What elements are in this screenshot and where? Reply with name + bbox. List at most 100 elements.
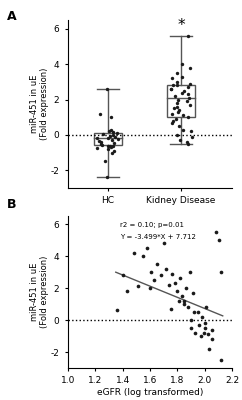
Point — [170, 119, 174, 126]
Point — [110, 150, 114, 156]
Bar — [94, 133, 122, 145]
Point — [96, 145, 99, 152]
Point — [169, 86, 173, 92]
Point — [203, 320, 207, 326]
Point — [132, 250, 136, 256]
Point — [189, 128, 193, 135]
Point — [186, 33, 190, 39]
Point — [203, 325, 207, 331]
Point — [181, 126, 185, 133]
Point — [173, 93, 176, 99]
Point — [113, 134, 117, 140]
Point — [101, 131, 105, 137]
Point — [95, 135, 99, 142]
Point — [217, 237, 220, 243]
Point — [207, 346, 211, 352]
Point — [112, 143, 115, 150]
Point — [186, 91, 190, 98]
Point — [99, 140, 103, 147]
Text: Y = -3.499*X + 7.712: Y = -3.499*X + 7.712 — [120, 234, 196, 240]
Point — [175, 79, 179, 85]
Point — [180, 73, 184, 80]
Point — [152, 277, 156, 283]
Point — [109, 114, 113, 120]
Point — [196, 309, 200, 315]
Point — [188, 80, 192, 87]
Text: r2 = 0.10; p=0.01: r2 = 0.10; p=0.01 — [120, 222, 184, 228]
Point — [172, 118, 175, 124]
Point — [109, 126, 113, 133]
Point — [175, 100, 179, 106]
Point — [100, 142, 104, 148]
Point — [105, 174, 108, 180]
Point — [108, 133, 112, 139]
Point — [186, 84, 190, 90]
Point — [108, 142, 112, 149]
Point — [192, 309, 196, 315]
Point — [185, 139, 189, 145]
Point — [202, 330, 205, 336]
Point — [177, 123, 181, 129]
Point — [176, 109, 180, 115]
Point — [180, 293, 183, 299]
Point — [173, 280, 177, 286]
Point — [178, 137, 182, 144]
Point — [110, 137, 114, 144]
Point — [141, 253, 145, 259]
Point — [169, 306, 173, 312]
Text: A: A — [7, 10, 17, 23]
Point — [112, 148, 116, 154]
Point — [170, 75, 174, 82]
Point — [175, 104, 179, 110]
Point — [106, 146, 110, 152]
Point — [176, 96, 180, 103]
Point — [177, 298, 181, 304]
Point — [109, 144, 113, 150]
Point — [182, 88, 186, 94]
Point — [193, 330, 197, 336]
Point — [115, 130, 119, 136]
Point — [190, 134, 194, 140]
Point — [115, 307, 119, 314]
Point — [197, 322, 201, 328]
Point — [180, 89, 184, 96]
Point — [105, 86, 109, 92]
Point — [112, 140, 116, 146]
Point — [103, 158, 107, 165]
Point — [145, 245, 149, 251]
Point — [111, 129, 115, 136]
Point — [187, 304, 190, 310]
Point — [186, 140, 190, 147]
Point — [97, 138, 101, 144]
Point — [206, 331, 210, 338]
Point — [210, 326, 214, 333]
Point — [175, 132, 179, 138]
Point — [188, 269, 192, 275]
Point — [204, 304, 208, 310]
Text: B: B — [7, 198, 17, 211]
Point — [182, 301, 186, 307]
Y-axis label: miR-451 in uE
(Fold expression): miR-451 in uE (Fold expression) — [30, 256, 49, 328]
Point — [106, 142, 110, 149]
Point — [167, 282, 171, 288]
Point — [111, 132, 115, 138]
Point — [169, 86, 173, 92]
Point — [150, 269, 153, 275]
Point — [165, 266, 168, 272]
Y-axis label: miR-451 in uE
(Fold expression): miR-451 in uE (Fold expression) — [30, 68, 49, 140]
Point — [171, 82, 174, 89]
Point — [200, 314, 204, 320]
Point — [174, 116, 178, 122]
Point — [182, 298, 186, 304]
Point — [148, 285, 152, 291]
Point — [180, 61, 183, 68]
Point — [170, 270, 174, 277]
Point — [188, 64, 192, 71]
Point — [181, 112, 185, 119]
Point — [210, 336, 214, 342]
Point — [172, 105, 176, 112]
Point — [98, 110, 102, 117]
Point — [219, 269, 223, 275]
Point — [175, 82, 179, 89]
Bar — [167, 86, 195, 117]
